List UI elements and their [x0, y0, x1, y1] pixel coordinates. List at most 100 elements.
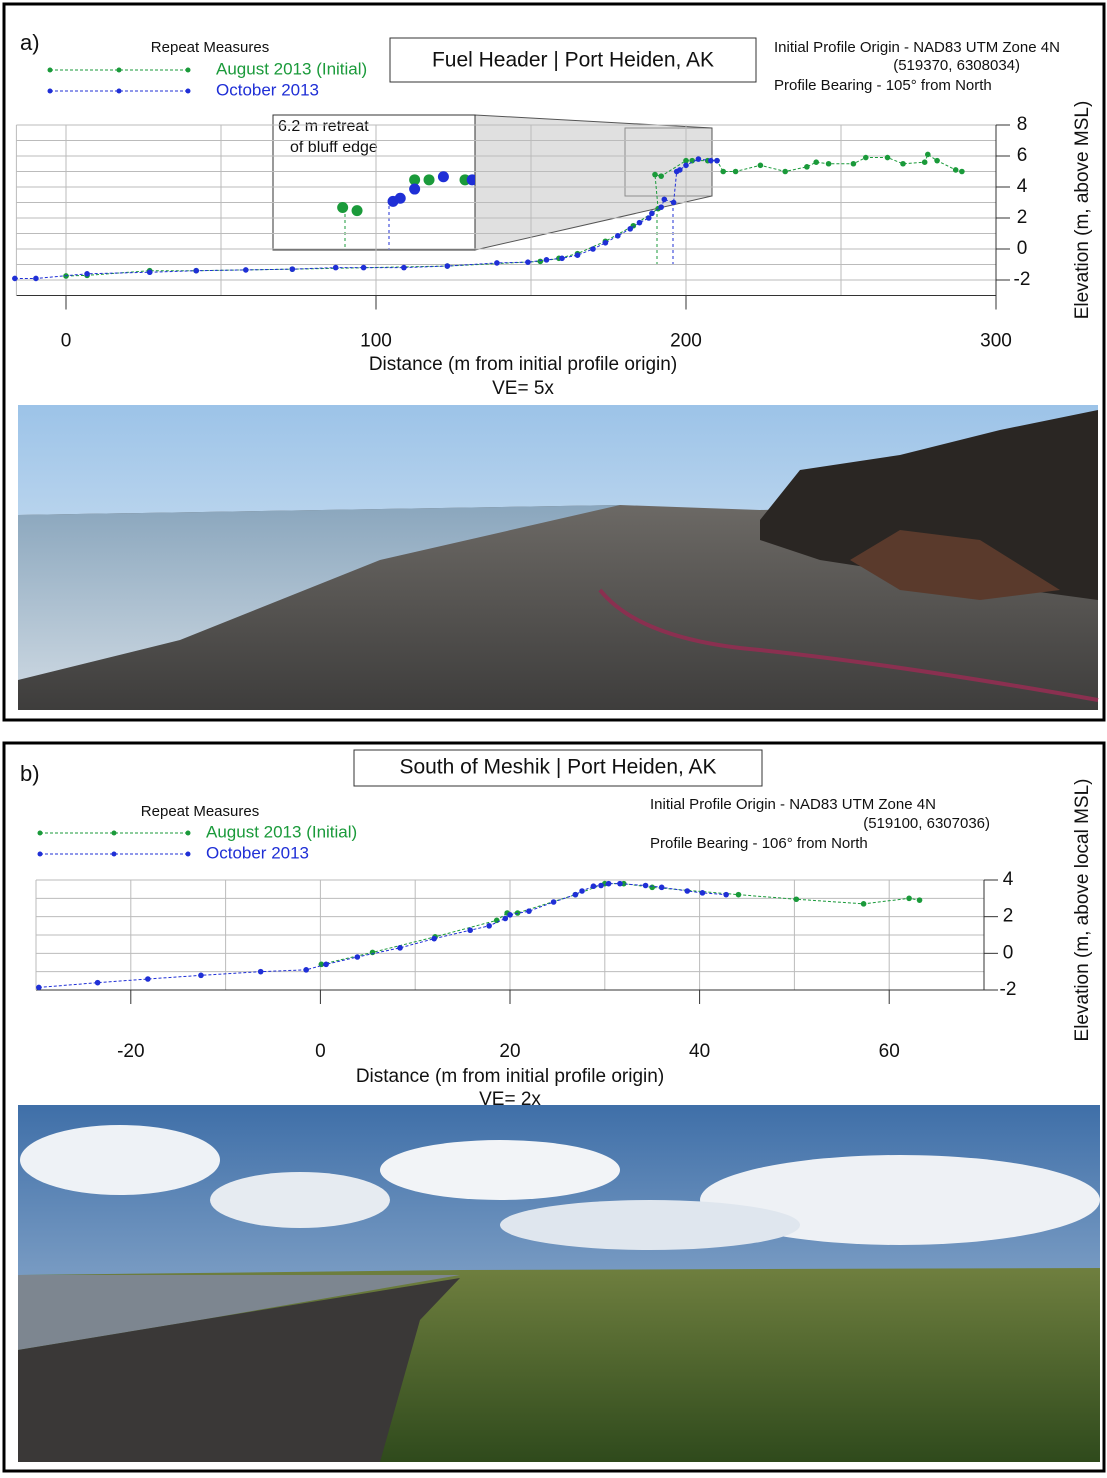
- inset-point: [409, 183, 421, 195]
- panel-label: a): [20, 30, 40, 55]
- inset-point: [423, 174, 435, 186]
- data-point: [145, 976, 151, 982]
- series-line: [14, 158, 717, 279]
- data-point: [658, 884, 665, 891]
- title-box: [389, 37, 757, 83]
- legend-marker: [116, 88, 122, 94]
- data-point: [804, 164, 810, 170]
- data-point: [537, 258, 544, 265]
- chart-title: South of Meshik | Port Heiden, AK: [399, 756, 716, 779]
- data-point: [360, 264, 367, 271]
- data-point: [689, 157, 695, 164]
- photo: [18, 1105, 1100, 1462]
- data-point: [550, 899, 557, 905]
- data-point: [354, 954, 361, 960]
- panel-frame: [2, 2, 1106, 722]
- legend-label: August 2013 (Initial): [216, 59, 367, 78]
- data-point: [670, 199, 677, 206]
- data-point: [526, 908, 532, 914]
- data-point: [921, 159, 928, 165]
- legend-marker: [185, 88, 191, 94]
- data-point: [493, 917, 500, 924]
- data-point: [658, 173, 664, 179]
- legend-marker: [111, 830, 117, 836]
- data-point: [94, 979, 101, 986]
- data-point: [695, 156, 702, 162]
- zoom-connector: [474, 114, 713, 251]
- legend-marker: [111, 851, 117, 857]
- annotation: (519100, 6307036): [863, 815, 990, 832]
- data-point: [916, 897, 923, 903]
- data-point: [257, 968, 264, 975]
- data-point: [303, 967, 309, 973]
- y-tick-label: -2: [1000, 979, 1017, 1000]
- data-point: [36, 984, 42, 991]
- data-point: [507, 912, 513, 918]
- inset-point: [337, 202, 349, 214]
- data-point: [636, 219, 643, 226]
- data-point: [782, 168, 788, 175]
- data-point: [559, 255, 565, 262]
- panel-frame: [2, 741, 1106, 1473]
- data-point: [646, 215, 652, 221]
- data-point: [813, 159, 819, 165]
- data-point: [683, 162, 689, 169]
- data-point: [959, 168, 965, 175]
- data-point: [699, 890, 706, 896]
- data-point: [658, 204, 664, 210]
- data-point: [884, 154, 891, 161]
- y-tick-label: -2: [1014, 269, 1031, 290]
- data-point: [574, 252, 581, 258]
- inset-point: [351, 205, 363, 217]
- data-point: [146, 269, 153, 276]
- y-tick-label: 4: [1017, 176, 1028, 197]
- data-point: [602, 240, 609, 246]
- data-point: [677, 167, 683, 173]
- inset-label: of bluff edge: [290, 139, 378, 156]
- inset-point: [466, 174, 475, 186]
- data-point: [401, 264, 407, 271]
- data-point: [642, 882, 649, 889]
- series-line: [321, 883, 920, 965]
- data-point: [617, 880, 623, 887]
- data-point: [627, 226, 633, 232]
- y-axis-label: Elevation (m, above MSL): [1072, 101, 1093, 320]
- data-point: [649, 884, 655, 891]
- annotation: Initial Profile Origin - NAD83 UTM Zone …: [650, 796, 936, 813]
- data-point: [732, 168, 739, 175]
- data-point: [860, 901, 867, 907]
- data-point: [12, 275, 18, 282]
- inset-point: [437, 171, 449, 183]
- inset-point: [409, 174, 421, 186]
- x-tick-label: 100: [360, 331, 392, 352]
- data-point: [590, 246, 596, 252]
- annotation: Initial Profile Origin - NAD83 UTM Zone …: [774, 39, 1060, 56]
- data-point: [850, 160, 857, 167]
- inset-label: 6.2 m retreat: [278, 118, 369, 135]
- data-point: [934, 157, 940, 164]
- data-point: [494, 260, 500, 266]
- data-point: [467, 927, 473, 934]
- data-point: [735, 891, 742, 898]
- data-point: [900, 160, 906, 167]
- y-tick-label: 4: [1003, 869, 1014, 890]
- data-point: [243, 267, 249, 273]
- data-point: [486, 923, 492, 929]
- data-point: [906, 895, 912, 902]
- legend-marker: [116, 67, 122, 73]
- annotation: (519370, 6308034): [893, 57, 1020, 74]
- data-point: [397, 945, 403, 951]
- data-point: [925, 151, 931, 158]
- data-point: [714, 157, 720, 164]
- x-axis-label: Distance (m from initial profile origin): [356, 1066, 664, 1087]
- data-point: [605, 880, 612, 887]
- data-point: [502, 915, 509, 922]
- data-point: [33, 275, 39, 282]
- x-tick-label: 0: [315, 1041, 326, 1062]
- annotation: Profile Bearing - 105° from North: [774, 77, 992, 94]
- x-tick-label: 0: [61, 331, 72, 352]
- x-axis-note: VE= 5x: [492, 378, 554, 399]
- y-axis-label: Elevation (m, above local MSL): [1072, 779, 1093, 1042]
- legend-marker: [47, 67, 53, 73]
- data-point: [757, 162, 764, 169]
